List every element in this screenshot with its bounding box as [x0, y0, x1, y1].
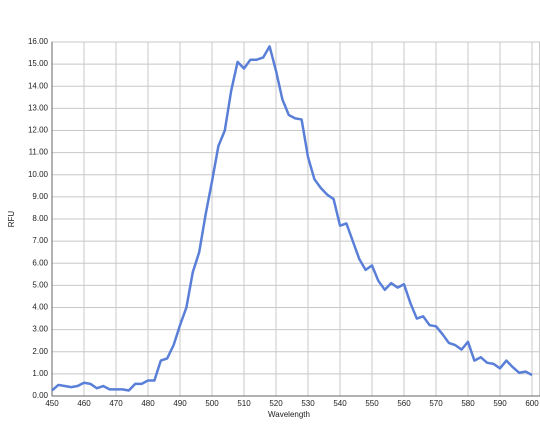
x-tick-label: 450 [45, 399, 59, 408]
x-tick-label: 510 [237, 399, 251, 408]
x-tick-label: 490 [173, 399, 187, 408]
x-tick-label: 540 [333, 399, 347, 408]
y-tick-label: 16.00 [28, 37, 49, 46]
data-line [51, 45, 533, 392]
x-axis-label: Wavelength [268, 410, 310, 419]
x-tick-label: 460 [77, 399, 91, 408]
x-tick-label: 600 [525, 399, 539, 408]
y-tick-label: 3.00 [32, 325, 48, 334]
y-tick-label: 6.00 [32, 258, 48, 267]
y-tick-label: 1.00 [32, 369, 48, 378]
y-tick-label: 0.00 [32, 391, 48, 400]
x-tick-label: 480 [141, 399, 155, 408]
y-tick-label: 14.00 [28, 81, 49, 90]
y-tick-label: 4.00 [32, 303, 48, 312]
y-axis-label: RFU [7, 211, 16, 228]
y-tick-label: 13.00 [28, 103, 49, 112]
x-tick-label: 580 [461, 399, 475, 408]
x-tick-label: 520 [269, 399, 283, 408]
x-tick-label: 500 [205, 399, 219, 408]
y-tick-label: 5.00 [32, 280, 48, 289]
y-tick-label: 11.00 [29, 148, 49, 157]
x-tick-label: 590 [493, 399, 507, 408]
y-tick-label: 10.00 [28, 170, 49, 179]
y-tick-label: 8.00 [32, 214, 48, 223]
x-tick-label: 530 [301, 399, 315, 408]
y-tick-label: 7.00 [32, 236, 48, 245]
x-tick-label: 560 [397, 399, 411, 408]
y-tick-label: 9.00 [32, 192, 48, 201]
y-tick-label: 12.00 [28, 126, 49, 135]
x-tick-label: 570 [429, 399, 443, 408]
x-tick-label: 470 [109, 399, 123, 408]
y-tick-label: 15.00 [28, 59, 49, 68]
y-tick-label: 2.00 [32, 347, 48, 356]
x-tick-label: 550 [365, 399, 379, 408]
